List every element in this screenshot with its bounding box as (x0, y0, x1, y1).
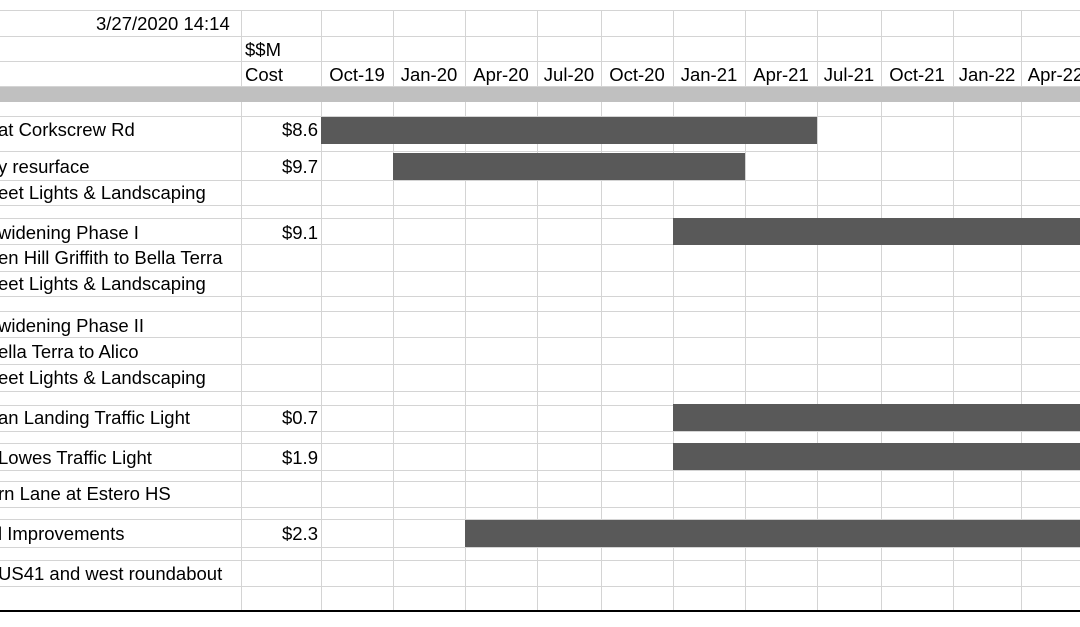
grid-hline (0, 507, 1080, 508)
grid-hline (0, 337, 1080, 338)
project-cost-cell[interactable]: $9.7 (281, 156, 318, 177)
project-name-cell[interactable]: rn Lane at Estero HS (0, 483, 171, 504)
grid-vline (537, 10, 538, 610)
month-header-cell[interactable]: Jul-20 (543, 64, 595, 85)
grid-vline (393, 10, 394, 610)
grid-hline (0, 391, 1080, 392)
gantt-bar (673, 404, 1080, 431)
month-header-cell[interactable]: Oct-21 (889, 64, 945, 85)
cost-header-line1[interactable]: $$M (245, 39, 281, 60)
gantt-bar (673, 218, 1080, 245)
month-header-cell[interactable]: Oct-20 (609, 64, 665, 85)
month-header-cell[interactable]: Oct-19 (329, 64, 385, 85)
grid-hline (0, 431, 1080, 432)
grid-hline (0, 116, 1080, 117)
gantt-bar (321, 117, 817, 144)
project-cost-cell[interactable]: $9.1 (281, 222, 318, 243)
project-name-cell[interactable]: US41 and west roundabout (0, 563, 223, 584)
grid-hline (0, 405, 1080, 406)
project-cost-cell[interactable]: $1.9 (281, 447, 318, 468)
grid-hline (0, 519, 1080, 520)
month-header-cell[interactable]: Jul-21 (823, 64, 875, 85)
grid-vline (1021, 10, 1022, 610)
grid-vline (673, 10, 674, 610)
grid-hline (0, 364, 1080, 365)
grid-hline (0, 244, 1080, 245)
grid-vline (817, 10, 818, 610)
grid-vline (601, 10, 602, 610)
header-separator-band (0, 87, 1080, 102)
grid-hline (0, 470, 1080, 471)
bottom-border (0, 610, 1080, 612)
grid-hline (0, 10, 1080, 11)
project-name-cell[interactable]: y resurface (0, 156, 90, 177)
grid-hline (0, 36, 1080, 37)
project-name-cell[interactable]: eet Lights & Landscaping (0, 182, 206, 203)
gantt-bar (393, 153, 745, 180)
project-name-cell[interactable]: en Hill Griffith to Bella Terra (0, 247, 223, 268)
grid-hline (0, 86, 1080, 87)
month-header-cell[interactable]: Apr-22 (1027, 64, 1080, 85)
grid-hline (0, 218, 1080, 219)
grid-hline (0, 586, 1080, 587)
grid-hline (0, 296, 1080, 297)
month-header-cell[interactable]: Jan-21 (680, 64, 738, 85)
project-name-cell[interactable]: ella Terra to Alico (0, 341, 139, 362)
grid-hline (0, 560, 1080, 561)
project-name-cell[interactable]: an Landing Traffic Light (0, 407, 190, 428)
project-name-cell[interactable]: widening Phase II (0, 315, 145, 336)
grid-hline (0, 205, 1080, 206)
grid-vline (881, 10, 882, 610)
project-name-cell[interactable]: widening Phase I (0, 222, 139, 243)
grid-hline (0, 61, 1080, 62)
project-name-cell[interactable]: eet Lights & Landscaping (0, 367, 206, 388)
project-name-cell[interactable]: l Improvements (0, 523, 125, 544)
month-header-cell[interactable]: Jan-20 (400, 64, 458, 85)
grid-hline (0, 443, 1080, 444)
project-name-cell[interactable]: Lowes Traffic Light (0, 447, 152, 468)
grid-hline (0, 151, 1080, 152)
project-cost-cell[interactable]: $0.7 (281, 407, 318, 428)
grid-vline (745, 10, 746, 610)
grid-vline (321, 10, 322, 610)
timestamp-cell[interactable]: 3/27/2020 14:14 (96, 13, 230, 34)
gantt-bar (465, 520, 1080, 547)
grid-hline (0, 311, 1080, 312)
grid-hline (0, 481, 1080, 482)
grid-vline (953, 10, 954, 610)
grid-hline (0, 271, 1080, 272)
month-header-cell[interactable]: Jan-22 (958, 64, 1016, 85)
project-cost-cell[interactable]: $2.3 (281, 523, 318, 544)
project-name-cell[interactable]: at Corkscrew Rd (0, 119, 135, 140)
cost-header-line2[interactable]: Cost (245, 64, 284, 85)
grid-hline (0, 547, 1080, 548)
month-header-cell[interactable]: Apr-20 (473, 64, 529, 85)
gantt-bar (673, 443, 1080, 470)
month-header-cell[interactable]: Apr-21 (753, 64, 809, 85)
project-name-cell[interactable]: eet Lights & Landscaping (0, 273, 206, 294)
grid-hline (0, 180, 1080, 181)
grid-vline (241, 10, 242, 610)
project-cost-cell[interactable]: $8.6 (281, 119, 318, 140)
grid-vline (465, 10, 466, 610)
